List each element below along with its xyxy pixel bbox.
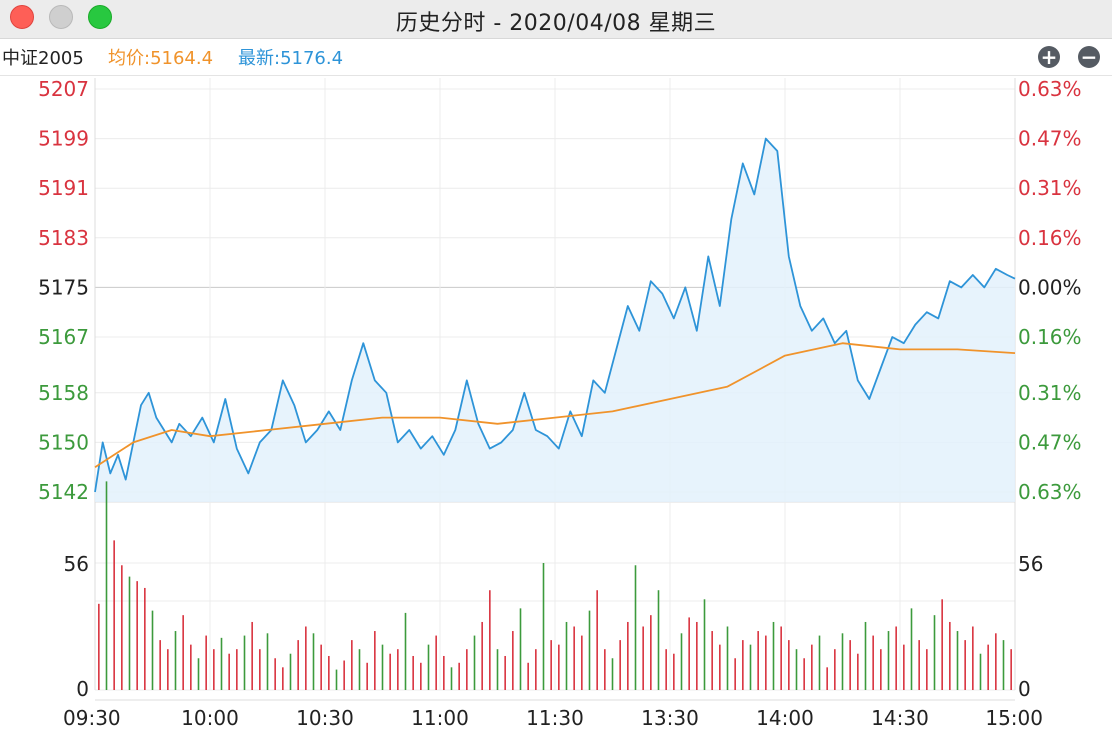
price-tick-label: 5207 [38,77,89,101]
volume-bars [98,481,1012,690]
percent-tick-label: 0.16% [1018,226,1082,250]
time-label: 10:00 [181,706,239,730]
info-bar: 中证2005 均价:5164.4 最新:5176.4 + − [0,39,1112,76]
percent-tick-label: 0.47% [1018,127,1082,151]
price-tick-label: 5175 [38,275,89,299]
time-label: 14:30 [871,706,929,730]
percent-tick-label: 0.31% [1018,381,1082,405]
price-tick-label: 5142 [38,480,89,504]
percent-tick-label: 0.47% [1018,430,1082,454]
average-line [94,342,1016,468]
percent-tick-label: 0.16% [1018,325,1082,349]
zoom-out-button[interactable]: − [1078,46,1100,68]
window-title: 历史分时 - 2020/04/08 星期三 [395,11,717,36]
price-tick-label: 5199 [38,127,89,151]
volume-tick-label: 0 [76,677,89,701]
price-tick-label: 5183 [38,226,89,250]
close-window-button[interactable] [10,5,34,29]
time-label: 11:00 [411,706,469,730]
price-tick-label: 5191 [38,176,89,200]
percent-tick-label: 0.00% [1018,275,1082,299]
chart-axes: 5207 0.63% 5199 0.47% 5191 0.31% 5183 0.16% 5175… [38,77,1081,730]
percent-tick-label: 0.31% [1018,176,1082,200]
percent-tick-label: 0.63% [1018,480,1082,504]
time-label: 13:30 [641,706,699,730]
time-label: 10:30 [296,706,354,730]
title-bar: 历史分时 - 2020/04/08 星期三 [0,0,1112,39]
last-price: 最新:5176.4 [238,48,344,69]
price-tick-label: 5167 [38,325,89,349]
volume-tick-label-right: 56 [1018,552,1043,576]
average-price: 均价:5164.4 [108,48,214,69]
zoom-in-button[interactable]: + [1038,46,1060,68]
price-line [94,137,1016,493]
minimize-window-button[interactable] [49,5,73,29]
price-tick-label: 5158 [38,381,89,405]
percent-tick-label: 0.63% [1018,77,1082,101]
time-label: 09:30 [63,706,121,730]
time-label: 15:00 [985,706,1043,730]
volume-tick-label: 56 [64,552,89,576]
maximize-window-button[interactable] [88,5,112,29]
index-name: 中证2005 [2,48,84,69]
time-label: 11:30 [526,706,584,730]
price-tick-label: 5150 [38,430,89,454]
time-label: 14:00 [756,706,814,730]
volume-tick-label-right: 0 [1018,677,1031,701]
price-lines [94,137,1016,493]
